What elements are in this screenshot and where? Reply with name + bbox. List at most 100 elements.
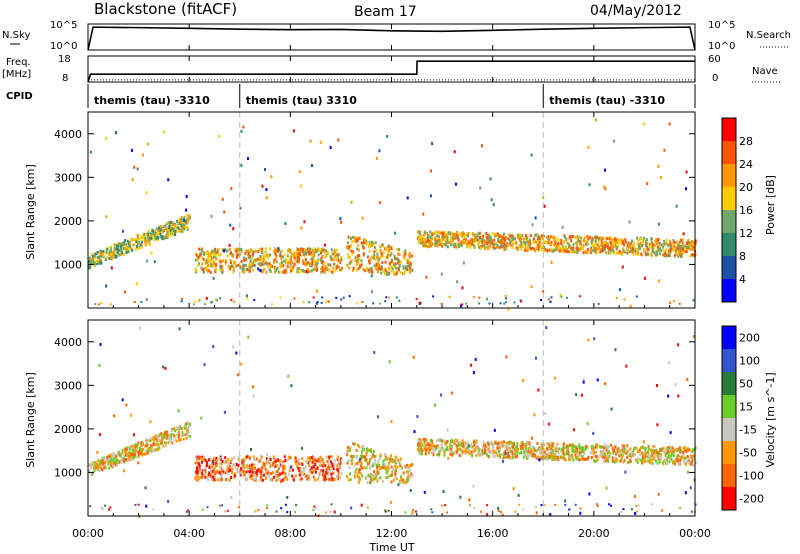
echo-point	[624, 238, 627, 242]
echo-point	[128, 451, 131, 455]
echo-point	[567, 444, 570, 448]
echo-point	[672, 460, 675, 464]
cpid-segment-label: themis (tau) 3310	[246, 94, 358, 107]
noise-point	[294, 511, 297, 514]
echo-point	[279, 472, 282, 476]
echo-point	[352, 268, 355, 272]
noise-point	[637, 504, 640, 507]
echo-point	[575, 250, 578, 254]
echo-point	[121, 451, 124, 455]
echo-point	[577, 445, 580, 449]
echo-point	[680, 245, 683, 249]
echo-point	[676, 250, 679, 254]
echo-point	[645, 451, 648, 455]
echo-point	[679, 247, 682, 251]
echo-point	[552, 449, 555, 453]
echo-point	[664, 254, 667, 258]
echo-point	[214, 253, 217, 257]
noise-point	[564, 499, 567, 503]
echo-point	[518, 237, 521, 241]
noise-point	[610, 407, 613, 411]
echo-point	[443, 236, 446, 240]
echo-point	[595, 250, 598, 254]
echo-point	[132, 445, 135, 449]
echo-point	[621, 447, 624, 451]
echo-point	[142, 236, 145, 240]
echo-point	[465, 240, 468, 244]
echo-point	[514, 450, 517, 454]
echo-point	[187, 425, 190, 429]
echo-point	[418, 452, 421, 456]
echo-point	[283, 466, 286, 470]
echo-point	[168, 220, 171, 224]
echo-point	[495, 234, 498, 238]
echo-point	[522, 237, 525, 241]
echo-point	[157, 232, 160, 236]
echo-point	[481, 244, 484, 248]
echo-point	[430, 451, 433, 455]
echo-point	[477, 232, 480, 236]
noise-point	[582, 380, 585, 384]
echo-point	[518, 444, 521, 448]
echo-point	[253, 477, 256, 481]
echo-point	[305, 262, 308, 266]
echo-point	[638, 247, 641, 251]
echo-point	[346, 245, 349, 249]
echo-point	[531, 451, 534, 455]
echo-point	[321, 254, 324, 258]
echo-point	[622, 460, 625, 464]
echo-point	[675, 457, 678, 461]
echo-point	[308, 263, 311, 267]
echo-point	[285, 268, 288, 272]
echo-point	[576, 457, 579, 461]
echo-point	[543, 245, 546, 249]
echo-point	[529, 453, 532, 457]
noise-point	[372, 302, 375, 305]
noise-point	[486, 504, 489, 507]
echo-point	[659, 452, 662, 456]
echo-point	[257, 458, 260, 462]
noise-point	[434, 403, 437, 407]
noise-point	[453, 150, 456, 154]
echo-point	[534, 454, 537, 458]
noise-point	[560, 295, 563, 298]
echo-point	[237, 248, 240, 252]
echo-point	[89, 264, 92, 268]
echo-point	[312, 250, 315, 254]
echo-point	[144, 444, 147, 448]
echo-point	[593, 243, 596, 247]
noise-point	[149, 420, 152, 424]
echo-point	[213, 249, 216, 253]
echo-point	[676, 455, 679, 459]
echo-point	[115, 247, 118, 251]
echo-point	[147, 232, 150, 236]
echo-point	[231, 467, 234, 471]
echo-point	[309, 459, 312, 463]
echo-point	[487, 447, 490, 451]
echo-point	[131, 248, 134, 252]
echo-point	[666, 252, 669, 256]
echo-point	[312, 475, 315, 479]
echo-point	[326, 266, 329, 270]
echo-point	[528, 245, 531, 249]
echo-point	[392, 478, 395, 482]
echo-point	[128, 241, 131, 245]
echo-point	[298, 267, 301, 271]
noise-point	[531, 223, 534, 227]
echo-point	[613, 456, 616, 460]
echo-point	[686, 250, 689, 254]
echo-point	[333, 262, 336, 266]
echo-point	[446, 439, 449, 443]
noise-point	[164, 366, 167, 370]
echo-point	[612, 244, 615, 248]
echo-point	[243, 464, 246, 468]
echo-point	[537, 243, 540, 247]
echo-point	[167, 234, 170, 238]
echo-point	[141, 453, 144, 457]
echo-point	[144, 243, 147, 247]
echo-point	[340, 458, 343, 462]
echo-point	[669, 454, 672, 458]
noise-point	[531, 445, 534, 449]
echo-point	[442, 231, 445, 235]
noise-point	[96, 451, 99, 455]
